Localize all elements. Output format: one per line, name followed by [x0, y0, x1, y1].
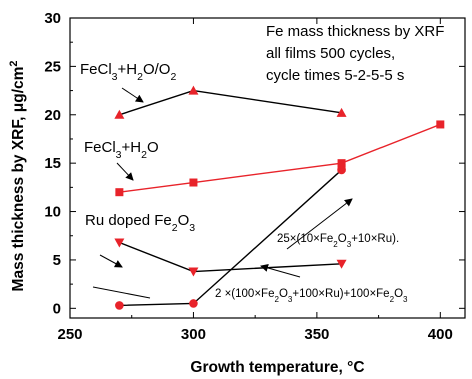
y-tick-label: 15 — [44, 155, 61, 172]
series-3-line — [119, 241, 342, 273]
plot-frame — [69, 17, 466, 319]
series-4-point — [115, 301, 124, 310]
series-2-label: FeCl3+H2O — [84, 139, 159, 161]
arrow-25x — [286, 198, 353, 250]
series-1-line — [119, 89, 342, 116]
y-tick-label: 5 — [53, 252, 61, 269]
y-tick-label: 30 — [44, 10, 61, 27]
arrow-2x — [260, 264, 301, 278]
y-axis-title: Mass thickness by XRF, μg/cm2 — [8, 61, 27, 292]
series-3-label: Ru doped Fe2O3 — [85, 212, 195, 234]
info-line-2: all films 500 cycles, — [266, 45, 395, 62]
extra-label-1: 25×(10×Fe2O3+10×Ru). — [277, 233, 399, 249]
series-2-point — [436, 120, 445, 129]
series-1-label: FeCl3+H2O/O2 — [80, 61, 176, 83]
arrow-ru-doped — [99, 254, 123, 268]
series-4-point — [189, 299, 198, 308]
x-tick-label: 350 — [304, 326, 329, 343]
series-3-point — [336, 259, 347, 269]
series-1-point — [336, 107, 347, 117]
y-tick-label: 25 — [44, 58, 61, 75]
series-4-label: 2 ×(100×Fe2O3+100×Ru)+100×Fe2O3 — [215, 288, 408, 304]
series-1-point — [114, 109, 125, 119]
y-tick-label: 20 — [44, 107, 61, 124]
info-line-3: cycle times 5-2-5-5 s — [266, 67, 404, 84]
arrow-feclh2o — [116, 162, 134, 181]
arrow-feclh2oo2 — [121, 87, 144, 103]
extra-point-1 — [337, 164, 346, 172]
x-tick-label: 300 — [181, 326, 206, 343]
series-2-point — [337, 159, 346, 168]
y-tick-label: 10 — [44, 204, 61, 221]
series-3-point — [114, 238, 125, 248]
info-line-1: Fe mass thickness by XRF — [266, 23, 444, 40]
y-tick-label: 0 — [53, 300, 61, 317]
x-tick-label: 250 — [57, 326, 82, 343]
leader-line-circles — [92, 286, 151, 299]
series-2-line — [119, 123, 441, 193]
series-1-point — [188, 85, 199, 95]
x-axis-title: Growth temperature, °C — [190, 359, 364, 376]
series-2-point — [115, 188, 124, 197]
series-2-point — [189, 178, 198, 187]
x-tick-label: 400 — [428, 326, 453, 343]
series-3-point — [188, 267, 199, 277]
